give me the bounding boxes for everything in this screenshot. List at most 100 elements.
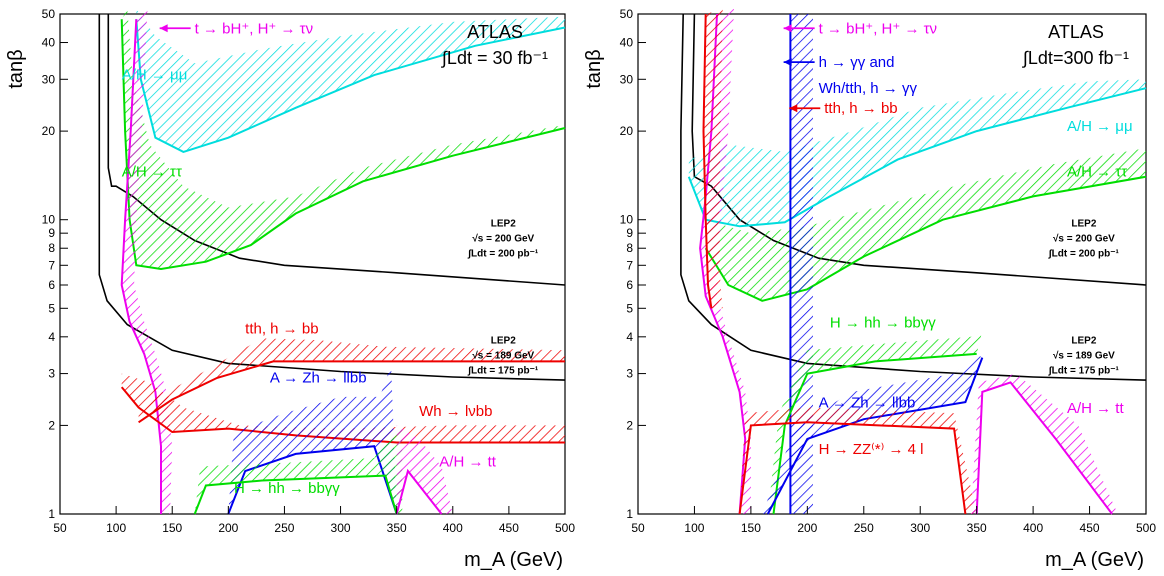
y-tick-label: 8 (626, 241, 633, 255)
channel-arrowhead (783, 24, 792, 33)
experiment-label: ATLAS (467, 22, 523, 42)
channel-label: A/H → μμ (1067, 118, 1133, 135)
channel-label: h → γγ and (819, 54, 895, 71)
lep-label-line: LEP2 (491, 335, 516, 346)
x-tick-label: 50 (53, 521, 67, 535)
y-tick-label: 9 (626, 226, 633, 240)
channel-label: Wh → lνbb (419, 403, 492, 420)
lep-label-line: ∫Ldt = 200 pb⁻¹ (467, 248, 539, 259)
y-tick-label: 2 (48, 418, 55, 432)
channel-label: A/H → ττ (122, 164, 182, 181)
lep-label-line: LEP2 (1071, 335, 1096, 346)
x-tick-label: 100 (106, 521, 126, 535)
channel-label: A/H → μμ (122, 66, 188, 83)
series-a-zh-llbb-band (228, 365, 397, 514)
y-tick-label: 40 (620, 36, 634, 50)
x-axis-label: m_A (GeV) (464, 549, 563, 571)
y-tick-label: 4 (48, 330, 55, 344)
channel-label: A/H → ττ (1067, 164, 1127, 181)
series-h-hh-bb-edge (193, 474, 398, 515)
x-tick-label: 150 (162, 521, 182, 535)
y-tick-label: 10 (620, 213, 634, 227)
y-tick-label: 1 (48, 507, 55, 521)
channel-label: A → Zh → llbb (270, 369, 367, 386)
chart-panel-2: 50 100 150 200 250 300 350 400 450 500 1 2 3 4 5 6 7 8910… (583, 7, 1156, 571)
series-a-h-edge (135, 19, 566, 153)
y-tick-label: 10 (42, 213, 56, 227)
x-tick-label: 200 (218, 521, 238, 535)
y-tick-label: 9 (48, 226, 55, 240)
lep-label-line: √s = 200 GeV (472, 233, 534, 244)
channel-label: A/H → tt (439, 454, 497, 471)
x-tick-label: 400 (1023, 521, 1043, 535)
channel-label: A → Zh → llbb (819, 395, 916, 412)
y-tick-label: 4 (626, 330, 633, 344)
luminosity-label: ∫Ldt = 30 fb⁻¹ (440, 48, 548, 68)
y-tick-label: 1 (626, 507, 633, 521)
lep-label-line: √s = 200 GeV (1053, 233, 1115, 244)
channel-label: H → hh → bbγγ (830, 315, 936, 332)
x-tick-label: 200 (797, 521, 817, 535)
y-tick-label: 6 (48, 278, 55, 292)
y-axis-label: tanβ (583, 49, 605, 88)
y-tick-label: 40 (42, 36, 56, 50)
channel-label: t → bH⁺, H⁺ → τν (195, 20, 313, 37)
y-tick-label: 5 (626, 301, 633, 315)
series-a-h-band (705, 148, 1146, 301)
channel-label: tth, h → bb (824, 100, 897, 117)
x-tick-label: 500 (1136, 521, 1156, 535)
series-wh-l-bb-band (121, 373, 565, 443)
x-tick-label: 500 (555, 521, 575, 535)
series-t-bh-h-edge (120, 19, 162, 514)
y-tick-label: 50 (42, 7, 56, 21)
channel-label: H → ZZ⁽*⁾ → 4 l (819, 441, 924, 458)
x-tick-label: 250 (854, 521, 874, 535)
x-tick-label: 300 (331, 521, 351, 535)
series-h-hh-bb-edge (772, 352, 977, 515)
y-tick-label: 7 (626, 258, 633, 272)
x-tick-label: 450 (1080, 521, 1100, 535)
series-a-h-band (121, 9, 565, 269)
x-tick-label: 100 (684, 521, 704, 535)
plot-frame (59, 13, 566, 515)
channel-arrowhead (789, 104, 798, 113)
x-tick-label: 400 (443, 521, 463, 535)
x-tick-label: 350 (387, 521, 407, 535)
series-a-zh-llbb-band (762, 353, 983, 514)
lep-label-line: LEP2 (491, 218, 516, 229)
y-tick-label: 20 (620, 124, 634, 138)
series-a-h-band (136, 9, 566, 152)
lep-label-line: √s = 189 GeV (472, 350, 534, 361)
series-a-h-tt-band (971, 373, 1118, 514)
x-tick-label: 350 (967, 521, 987, 535)
channel-arrowhead (783, 58, 792, 67)
lep-label-line: LEP2 (1071, 218, 1096, 229)
lep-label-line: √s = 189 GeV (1053, 350, 1115, 361)
series-tth-h-bb-edge (702, 13, 713, 309)
series-tth-h-bb-band (138, 338, 565, 423)
series-a-h-tt-edge (975, 381, 1113, 515)
plot-frame (637, 13, 1147, 515)
lep-label-line: ∫Ldt = 175 pb⁻¹ (467, 365, 539, 376)
series-a-h-edge (704, 175, 1147, 302)
x-tick-label: 250 (274, 521, 294, 535)
channel-label: tth, h → bb (245, 321, 318, 338)
y-tick-label: 5 (48, 301, 55, 315)
series-lep2-189-gev-line (98, 14, 566, 381)
series-t-bh-h-band (121, 9, 173, 514)
lep-label-line: ∫Ldt = 200 pb⁻¹ (1048, 248, 1120, 259)
channel-label: t → bH⁺, H⁺ → τν (819, 20, 937, 37)
channel-arrowhead (159, 24, 168, 33)
series-h-zz-4-l-edge (738, 421, 967, 515)
y-tick-label: 20 (42, 124, 56, 138)
y-tick-label: 6 (626, 278, 633, 292)
series-h-hh-bb-band (194, 425, 403, 514)
y-tick-label: 50 (620, 7, 634, 21)
channel-label: A/H → tt (1067, 400, 1125, 417)
x-tick-label: 150 (741, 521, 761, 535)
x-tick-label: 300 (910, 521, 930, 535)
lep-label-line: ∫Ldt = 175 pb⁻¹ (1048, 365, 1120, 376)
series-tth-h-bb-band (703, 9, 723, 309)
chart-panel-1: 50 100 150 200 250 300 350 400 450 500 1 2 3 4 5 6 7 8910… (5, 7, 575, 571)
